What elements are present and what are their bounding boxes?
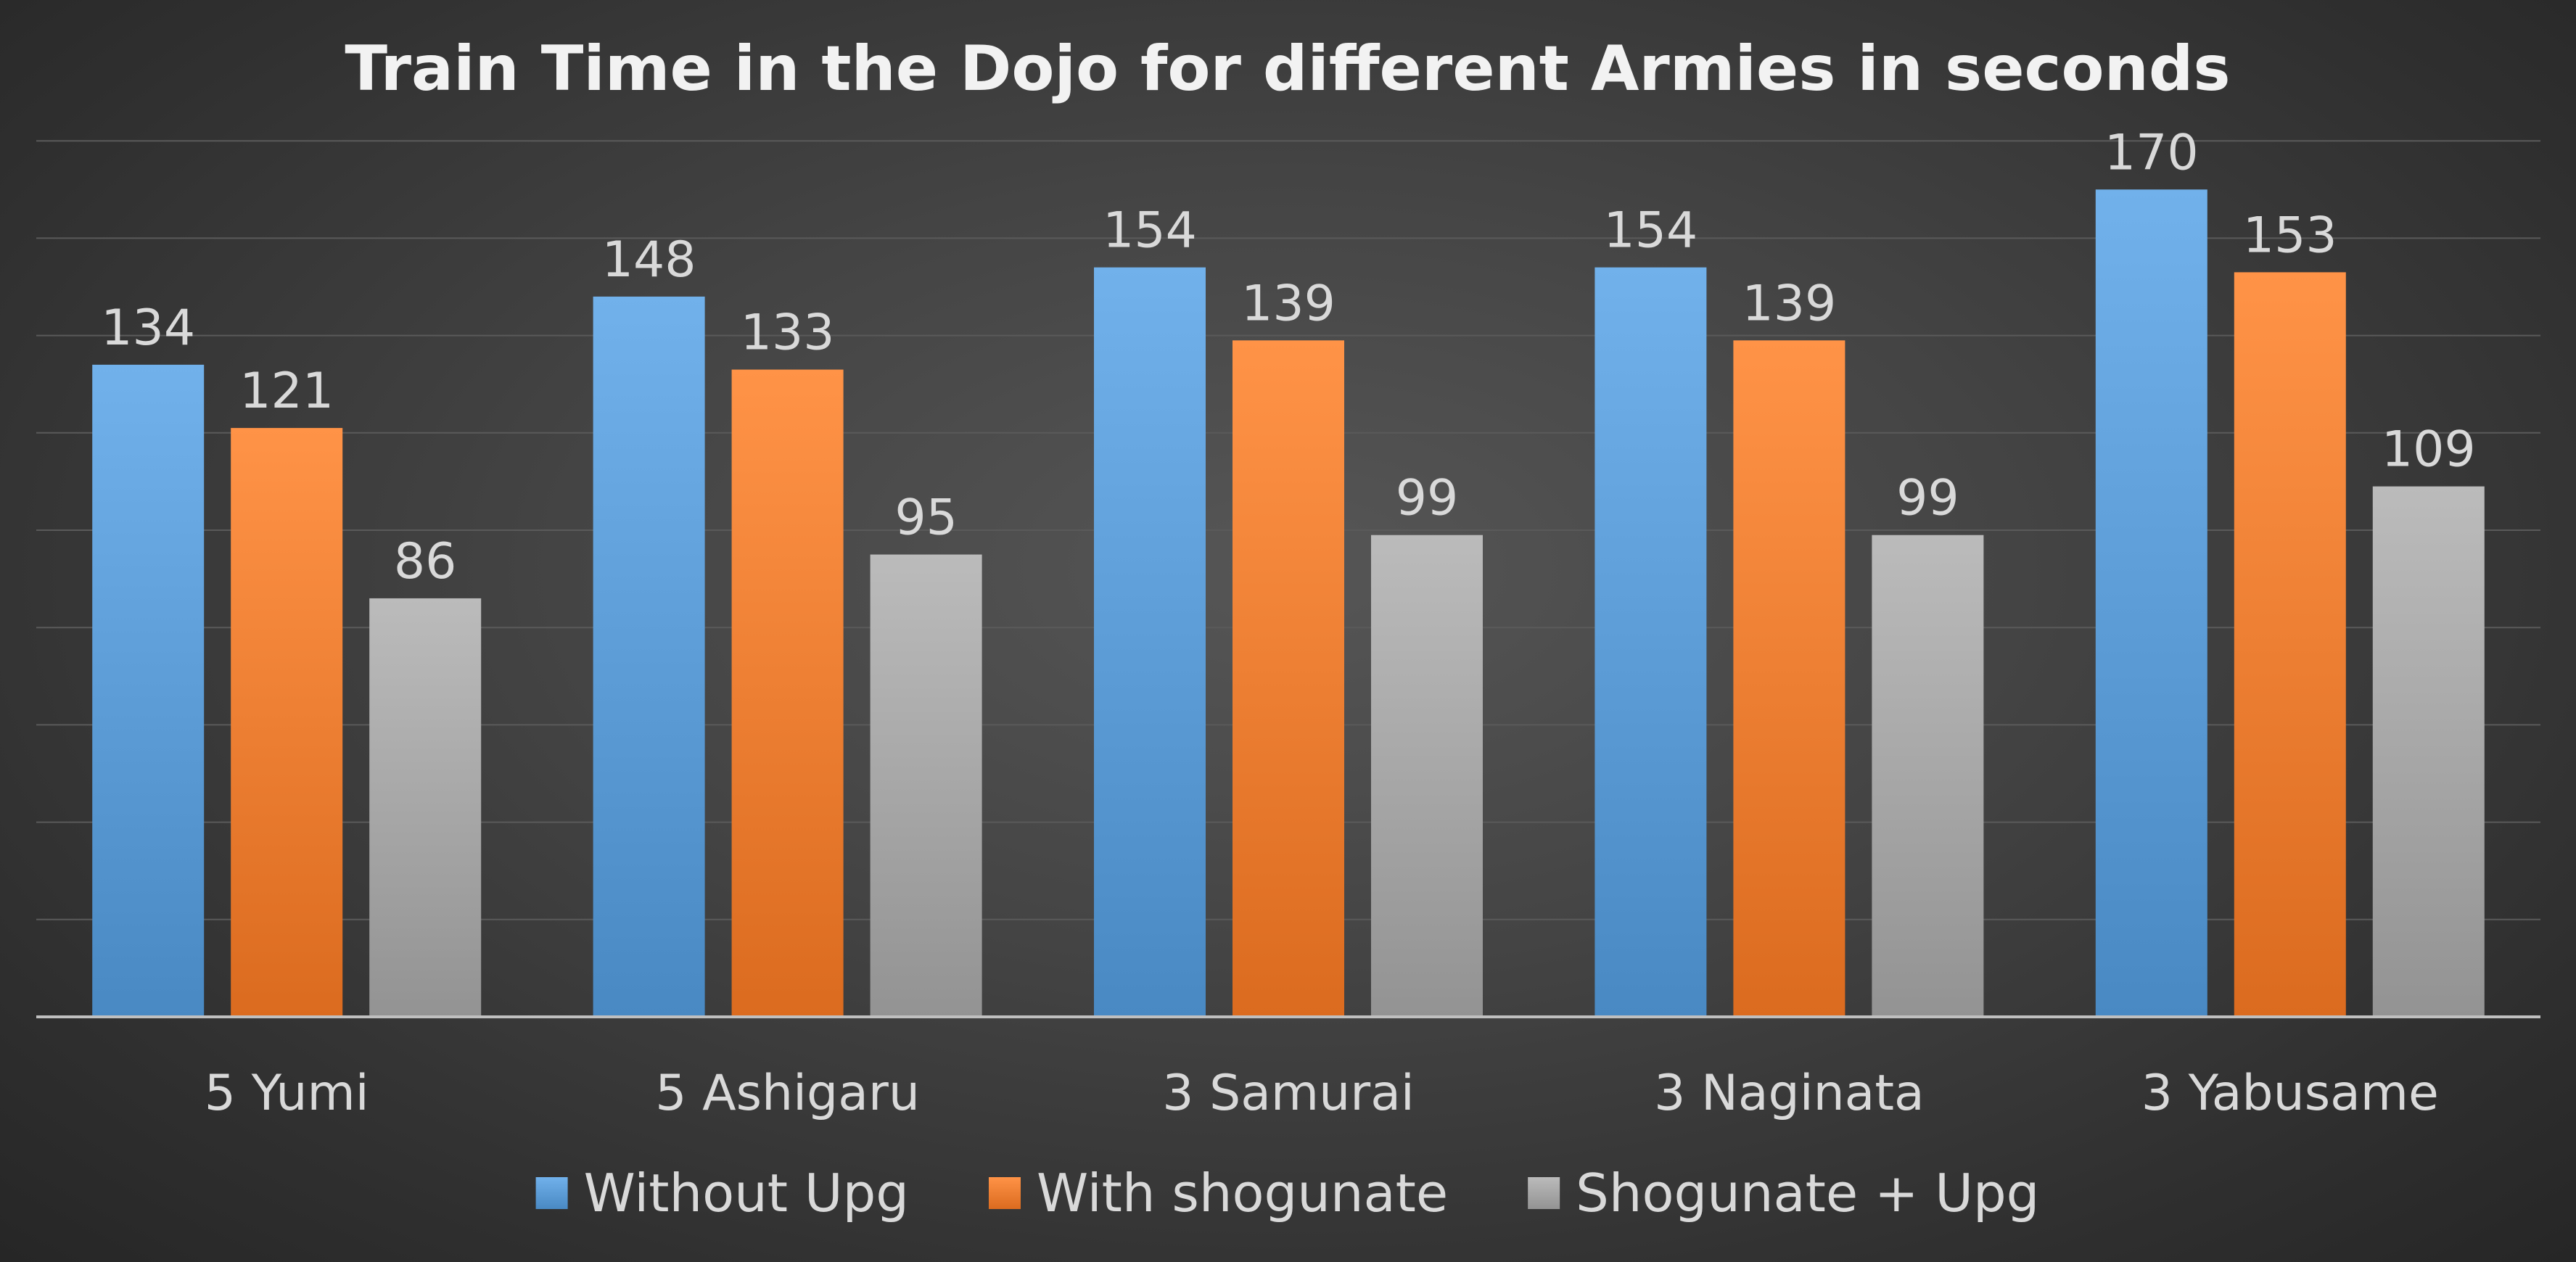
bar-5-ashigaru-series-1	[593, 296, 705, 1017]
bars	[92, 189, 2485, 1017]
data-label: 139	[1742, 275, 1837, 332]
category-label: 3 Yabusame	[2141, 1065, 2439, 1122]
data-label: 134	[101, 300, 195, 357]
category-label: 3 Samurai	[1162, 1065, 1415, 1122]
legend: Without Upg With shogunate Shogunate + Upg	[535, 1163, 2039, 1224]
bar-5-ashigaru-series-2	[731, 369, 844, 1017]
bar-3-naginata-series-3	[1872, 535, 1984, 1017]
data-label: 170	[2104, 124, 2199, 181]
data-label: 95	[894, 490, 958, 547]
bar-3-yabusame-series-3	[2372, 486, 2485, 1017]
data-label: 133	[741, 305, 835, 362]
data-label: 121	[239, 363, 334, 420]
data-label: 99	[1396, 470, 1459, 527]
legend-label: Shogunate + Upg	[1576, 1163, 2039, 1224]
category-label: 5 Ashigaru	[655, 1065, 920, 1122]
chart-title: Train Time in the Dojo for different Arm…	[345, 33, 2230, 105]
data-label: 153	[2243, 207, 2337, 264]
bar-3-naginata-series-1	[1594, 267, 1707, 1017]
legend-item: With shogunate	[988, 1163, 1448, 1224]
data-label: 99	[1896, 470, 1959, 527]
category-label: 3 Naginata	[1654, 1065, 1925, 1122]
data-labels: 134 121 86 148 133 95 154 139 99 154 139 99 170 153 10…	[101, 124, 2475, 590]
bar-5-yumi-series-3	[369, 598, 482, 1017]
bar-3-samurai-series-3	[1371, 535, 1483, 1017]
data-label: 86	[394, 533, 457, 590]
data-label: 148	[602, 231, 696, 289]
data-label: 139	[1241, 275, 1336, 332]
legend-item: Shogunate + Upg	[1528, 1163, 2039, 1224]
legend-label: Without Upg	[584, 1163, 909, 1224]
legend-label: With shogunate	[1037, 1163, 1448, 1224]
legend-swatch	[1528, 1177, 1560, 1209]
bar-5-ashigaru-series-3	[870, 554, 982, 1017]
bar-5-yumi-series-1	[92, 364, 205, 1017]
category-labels: 5 Yumi 5 Ashigaru 3 Samurai 3 Naginata 3 Yab…	[205, 1065, 2439, 1122]
bar-3-yabusame-series-2	[2234, 272, 2346, 1017]
legend-item: Without Upg	[535, 1163, 909, 1224]
bar-3-samurai-series-1	[1094, 267, 1206, 1017]
legend-swatch	[535, 1177, 568, 1209]
bar-5-yumi-series-2	[231, 428, 343, 1017]
data-label: 109	[2382, 421, 2476, 479]
bar-3-samurai-series-2	[1233, 340, 1344, 1017]
data-label: 154	[1604, 202, 1698, 260]
bar-3-yabusame-series-1	[2095, 189, 2207, 1017]
data-label: 154	[1103, 202, 1197, 260]
category-label: 5 Yumi	[205, 1065, 369, 1122]
legend-swatch	[988, 1177, 1021, 1209]
bar-3-naginata-series-2	[1733, 340, 1845, 1017]
